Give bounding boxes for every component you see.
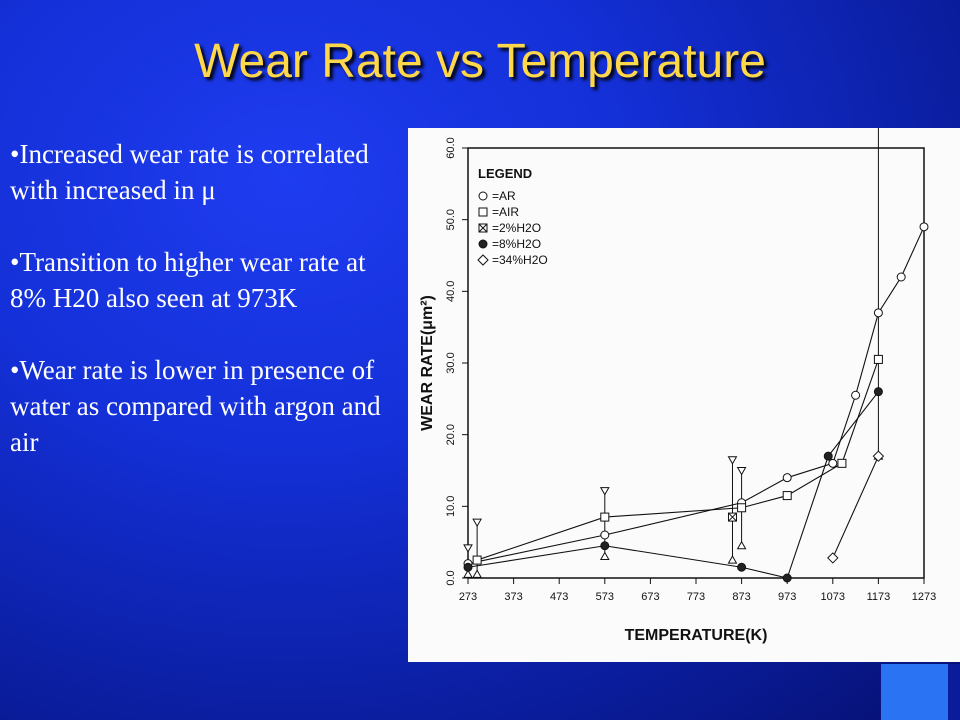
y-tick-label: 30.0	[445, 352, 457, 373]
data-point	[823, 451, 833, 461]
y-tick-label: 60.0	[445, 137, 457, 158]
x-tick-label: 1173	[867, 591, 891, 603]
legend-label: =34%H2O	[492, 253, 548, 267]
bullet-item: •Wear rate is lower in presence of water…	[10, 355, 381, 457]
x-tick-label: 573	[596, 591, 614, 603]
bullet-item: •Transition to higher wear rate at 8% H2…	[10, 247, 366, 313]
data-point	[600, 530, 610, 540]
legend-label: =AIR	[492, 205, 519, 219]
x-tick-label: 773	[687, 591, 705, 603]
y-tick-label: 50.0	[445, 209, 457, 230]
data-point	[600, 541, 610, 551]
data-point	[737, 562, 747, 572]
error-bar-cap-low	[727, 555, 738, 564]
data-point	[872, 450, 885, 462]
chart-svg: 273 373 473 573 673 773 873 973 1073 1173 1273 0.0 1…	[419, 119, 936, 644]
y-tick-label: 0.0	[445, 570, 457, 585]
wear-rate-chart: 273 373 473 573 673 773 873 973 1073 1173 1273 0.0 1…	[408, 119, 960, 662]
data-point	[873, 308, 883, 318]
y-axis-label: WEAR RATE(μm²)	[419, 295, 436, 431]
data-point	[782, 491, 792, 501]
legend-label: =2%H2O	[492, 221, 541, 235]
x-tick-label: 373	[504, 591, 522, 603]
x-tick-label: 673	[641, 591, 659, 603]
error-bar-cap-high	[736, 467, 747, 476]
legend-marker	[477, 254, 489, 266]
bullet-list: •Increased wear rate is correlated with …	[10, 136, 390, 496]
error-bar-cap-low	[736, 540, 747, 550]
x-tick-label: 1273	[912, 591, 936, 603]
data-point	[873, 354, 883, 364]
series-line	[832, 455, 879, 559]
slide-title: Wear Rate vs Temperature	[194, 35, 766, 88]
legend-marker-cross	[478, 223, 488, 233]
x-axis-label: TEMPERATURE(K)	[625, 627, 768, 644]
data-point	[737, 503, 747, 513]
data-point	[873, 387, 883, 397]
legend-label: =8%H2O	[492, 237, 541, 251]
data-point	[828, 458, 838, 468]
legend-marker	[478, 191, 488, 201]
bullet-item: •Increased wear rate is correlated with …	[10, 139, 369, 205]
x-tick-label: 473	[550, 591, 568, 603]
corner-square	[881, 664, 948, 720]
error-bar-cap-high	[599, 487, 610, 496]
data-point	[896, 272, 906, 282]
data-point	[919, 222, 929, 232]
y-tick-label: 20.0	[445, 424, 457, 445]
data-point	[463, 562, 473, 572]
x-tick-label: 273	[459, 591, 477, 603]
error-bar-cap-high	[727, 456, 738, 465]
error-bar-cap-high	[463, 544, 473, 553]
data-point	[782, 473, 792, 483]
data-point	[851, 390, 861, 400]
y-tick-label: 40.0	[445, 281, 457, 302]
data-point	[782, 573, 792, 583]
x-tick-label: 873	[732, 591, 750, 603]
legend-title: LEGEND	[478, 166, 532, 181]
legend-marker	[478, 207, 488, 217]
data-point	[472, 555, 482, 565]
series-line	[476, 359, 879, 561]
y-tick-label: 10.0	[445, 496, 457, 517]
x-tick-label: 1073	[821, 591, 845, 603]
error-bar-cap-high	[472, 518, 482, 528]
error-bar-cap-low	[472, 569, 482, 578]
series-line	[467, 391, 879, 579]
data-point-cross	[728, 512, 737, 522]
legend-marker	[478, 239, 488, 249]
x-tick-label: 973	[778, 591, 796, 603]
error-bar-cap-low	[463, 569, 473, 578]
data-point	[837, 458, 847, 468]
data-point	[827, 552, 839, 564]
legend-label: =AR	[492, 189, 516, 203]
data-point	[600, 512, 610, 522]
error-bar-cap-low	[599, 551, 610, 560]
